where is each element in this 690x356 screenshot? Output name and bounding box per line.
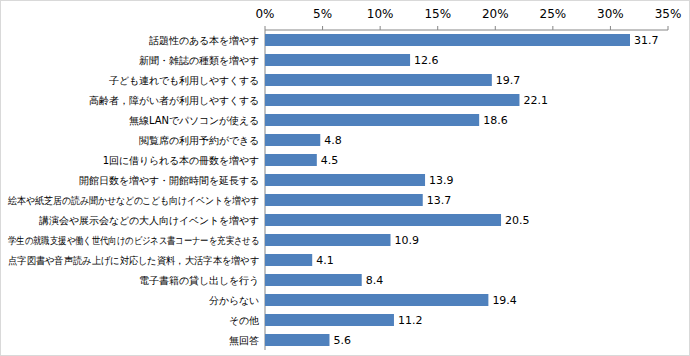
bar: [265, 234, 391, 246]
data-label: 4.5: [321, 154, 339, 167]
tick-label: 0%: [255, 7, 274, 21]
tick-label: 10%: [367, 7, 394, 21]
data-label: 8.4: [366, 274, 384, 287]
bar: [265, 34, 630, 46]
bars: [265, 34, 630, 346]
tick-mark: [380, 26, 381, 30]
tick-mark: [495, 26, 496, 30]
category-label: 電子書籍の貸し出しを行う: [139, 275, 259, 286]
bar: [265, 154, 317, 166]
data-label: 20.5: [505, 214, 530, 227]
data-label: 13.7: [427, 194, 452, 207]
category-label: 分からない: [209, 295, 259, 306]
category-label: 子ども連れでも利用しやすくする: [109, 75, 259, 86]
bar: [265, 134, 320, 146]
category-label: その他: [229, 315, 259, 326]
category-label: 学生の就職支援や働く世代向けのビジネス書コーナーを充実させる: [8, 235, 259, 246]
category-label: 高齢者，障がい者が利用しやすくする: [89, 95, 259, 106]
data-label: 31.7: [634, 34, 659, 47]
tick-mark: [437, 26, 438, 30]
tick-mark: [610, 26, 611, 30]
chart-frame: [1, 1, 690, 356]
data-label: 4.1: [316, 254, 334, 267]
data-label: 4.8: [324, 134, 342, 147]
category-label: 新聞・雑誌の種類を増やす: [139, 55, 259, 66]
tick-mark: [322, 26, 323, 30]
bar: [265, 214, 501, 226]
bar: [265, 254, 312, 266]
data-label: 10.9: [395, 234, 420, 247]
category-label: 開館日数を増やす・開館時間を延長する: [79, 175, 259, 186]
bar: [265, 294, 488, 306]
tick-mark: [552, 26, 553, 30]
bar: [265, 74, 492, 86]
category-label: 絵本や紙芝居の読み聞かせなどのこども向けイベントを増やす: [7, 195, 259, 206]
chart: 0% 5% 10% 15% 20% 25% 30% 35% 31.7 話題性のある本を増やす 12.…: [0, 0, 690, 356]
bar: [265, 274, 362, 286]
tick-label: 35%: [655, 7, 682, 21]
category-label: 無回答: [229, 335, 259, 346]
category-label: 点字図書や音声読み上げに対応した資料，大活字本を増やす: [8, 255, 259, 266]
bar: [265, 314, 394, 326]
x-axis-line: [265, 30, 668, 31]
category-label: 閲覧席の利用予約ができる: [139, 135, 259, 146]
data-label: 22.1: [523, 94, 548, 107]
data-label: 5.6: [333, 334, 351, 347]
bar: [265, 334, 329, 346]
data-label: 13.9: [429, 174, 454, 187]
data-label: 11.2: [398, 314, 423, 327]
bar: [265, 114, 479, 126]
data-label: 12.6: [414, 54, 439, 67]
tick-label: 5%: [313, 7, 332, 21]
tick-mark: [265, 26, 266, 30]
category-label: 講演会や展示会などの大人向けイベントを増やす: [39, 215, 259, 226]
data-label: 18.6: [483, 114, 508, 127]
bar: [265, 94, 519, 106]
bar: [265, 174, 425, 186]
category-label: 無線LANでパソコンが使える: [129, 115, 259, 126]
labels: 31.7 話題性のある本を増やす 12.6 新聞・雑誌の種類を増やす 19.7 子ども連れ…: [7, 34, 658, 347]
data-label: 19.7: [496, 74, 521, 87]
data-label: 19.4: [492, 294, 517, 307]
tick-label: 25%: [540, 7, 567, 21]
tick-label: 30%: [597, 7, 624, 21]
bar: [265, 194, 423, 206]
tick-label: 15%: [424, 7, 451, 21]
tick-label: 20%: [482, 7, 509, 21]
category-label: 話題性のある本を増やす: [149, 35, 259, 46]
category-label: 1回に借りられる本の冊数を増やす: [103, 155, 259, 166]
bar: [265, 54, 410, 66]
tick-mark: [668, 26, 669, 30]
